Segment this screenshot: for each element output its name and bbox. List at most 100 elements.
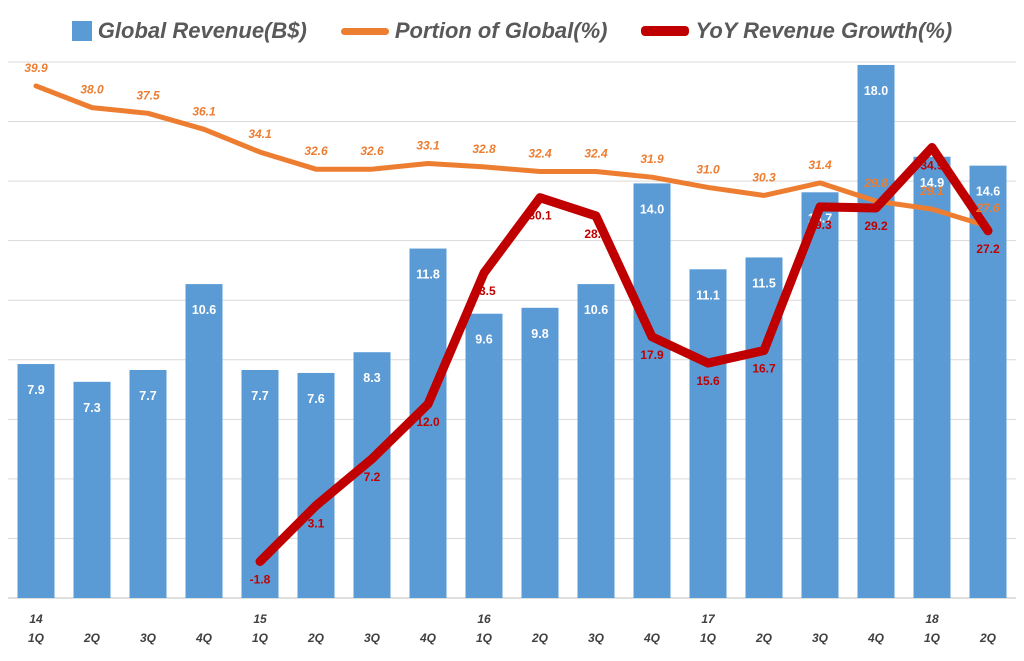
x-tick-label: 4Q	[643, 631, 661, 645]
legend: Global Revenue(B$) Portion of Global(%) …	[0, 14, 1024, 48]
legend-portion-label: Portion of Global(%)	[394, 18, 608, 43]
revenue-bar	[689, 269, 727, 598]
x-tick-label: 3Q	[364, 631, 381, 645]
x-tick-label: 3Q	[140, 631, 157, 645]
yoy-data-label: 23.5	[472, 284, 496, 298]
legend-yoy-swatch	[641, 26, 690, 36]
portion-data-label: 39.9	[24, 61, 48, 75]
revenue-bar-label: 18.0	[864, 84, 888, 98]
portion-data-label: 36.1	[192, 104, 216, 118]
revenue-bar	[297, 372, 335, 598]
x-tick-label: 1Q	[700, 631, 717, 645]
revenue-bar-label: 10.6	[192, 303, 216, 317]
yoy-data-label: 12.0	[416, 415, 440, 429]
portion-data-label: 33.1	[416, 138, 440, 152]
x-tick-label: 1Q	[252, 631, 269, 645]
yoy-data-label: -1.8	[250, 573, 271, 587]
revenue-bar	[969, 165, 1007, 598]
x-year-label: 18	[925, 612, 939, 626]
x-tick-label: 1Q	[28, 631, 45, 645]
revenue-bar	[465, 313, 503, 598]
portion-data-label: 32.6	[360, 144, 384, 158]
revenue-bar-label: 11.1	[696, 288, 720, 302]
x-tick-label: 4Q	[419, 631, 437, 645]
legend-portion: Portion of Global(%)	[340, 18, 608, 44]
yoy-data-label: 15.6	[696, 374, 720, 388]
yoy-line	[255, 143, 993, 567]
portion-data-label: 32.8	[472, 142, 496, 156]
legend-revenue: Global Revenue(B$)	[71, 18, 307, 44]
x-year-label: 16	[477, 612, 491, 626]
legend-yoy-label: YoY Revenue Growth(%)	[695, 18, 953, 43]
yoy-data-label: 29.2	[864, 219, 888, 233]
x-tick-label: 2Q	[755, 631, 773, 645]
x-tick-label: 1Q	[924, 631, 941, 645]
portion-data-label: 37.5	[136, 88, 160, 102]
x-year-label: 14	[29, 612, 43, 626]
x-tick-label: 2Q	[531, 631, 549, 645]
revenue-bar-label: 7.7	[251, 389, 268, 403]
x-year-label: 17	[701, 612, 716, 626]
legend-portion-swatch	[340, 27, 389, 35]
revenue-bar-label: 9.8	[531, 327, 548, 341]
x-tick-label: 4Q	[867, 631, 885, 645]
portion-data-label: 32.4	[528, 146, 552, 160]
revenue-bar	[73, 381, 111, 598]
legend-yoy: YoY Revenue Growth(%)	[641, 18, 952, 44]
revenue-bar-label: 11.5	[752, 276, 776, 290]
portion-data-label: 31.0	[696, 162, 720, 176]
portion-data-label: 29.1	[919, 184, 944, 198]
yoy-data-label: 28.5	[584, 227, 608, 241]
revenue-bar	[521, 307, 559, 598]
legend-revenue-label: Global Revenue(B$)	[97, 18, 307, 43]
portion-data-label: 38.0	[80, 83, 104, 97]
revenue-bar-label: 7.7	[139, 389, 156, 403]
x-tick-label: 3Q	[812, 631, 829, 645]
revenue-bar-label: 11.8	[416, 268, 440, 282]
revenue-bar	[17, 364, 55, 598]
portion-line	[33, 83, 991, 229]
revenue-bar-label: 7.3	[83, 401, 100, 415]
portion-data-label: 27.6	[975, 201, 1000, 215]
revenue-bar	[577, 284, 615, 598]
revenue-bar-label: 7.6	[307, 392, 324, 406]
revenue-bar	[801, 192, 839, 598]
revenue-bar-label: 14.9	[920, 176, 944, 190]
x-tick-label: 3Q	[588, 631, 605, 645]
x-tick-label: 1Q	[476, 631, 493, 645]
yoy-data-label: 3.1	[308, 517, 325, 531]
yoy-data-label: 29.3	[808, 218, 832, 232]
yoy-data-label: 30.1	[528, 209, 552, 223]
yoy-data-label: 34.5	[920, 159, 944, 173]
revenue-bar-label: 8.3	[363, 371, 380, 385]
yoy-data-label: 27.2	[976, 242, 1000, 256]
legend-revenue-swatch	[71, 21, 92, 41]
portion-data-label: 30.3	[752, 170, 776, 184]
revenue-bar	[353, 352, 391, 598]
yoy-data-label: 16.7	[752, 362, 776, 376]
x-tick-label: 4Q	[195, 631, 213, 645]
x-tick-label: 2Q	[979, 631, 997, 645]
revenue-bar	[633, 183, 671, 598]
portion-data-label: 34.1	[248, 127, 272, 141]
yoy-data-label: 7.2	[364, 470, 381, 484]
revenue-bar-label: 14.6	[976, 185, 1000, 199]
revenue-bar	[185, 284, 223, 598]
x-tick-label: 2Q	[307, 631, 325, 645]
yoy-data-label: 17.9	[640, 348, 664, 362]
revenue-bar-label: 9.6	[475, 333, 492, 347]
portion-data-label: 31.9	[640, 152, 664, 166]
revenue-bar-label: 14.0	[640, 202, 664, 216]
portion-data-label: 29.8	[863, 176, 888, 190]
portion-data-label: 32.4	[584, 146, 608, 160]
revenue-bar-label: 10.6	[584, 303, 608, 317]
revenue-bar	[913, 156, 951, 598]
x-tick-label: 2Q	[83, 631, 101, 645]
revenue-bar	[857, 64, 895, 599]
revenue-bar-label: 7.9	[27, 383, 44, 397]
x-year-label: 15	[253, 612, 267, 626]
portion-data-label: 32.6	[304, 144, 328, 158]
portion-data-label: 31.4	[808, 158, 832, 172]
revenue-bar	[129, 369, 167, 598]
